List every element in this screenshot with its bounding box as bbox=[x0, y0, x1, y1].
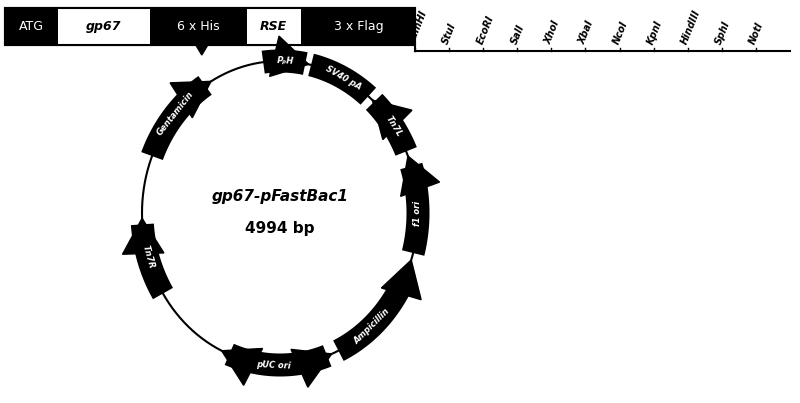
FancyBboxPatch shape bbox=[152, 9, 244, 44]
Polygon shape bbox=[131, 224, 173, 299]
Text: KpnI: KpnI bbox=[646, 19, 664, 46]
Polygon shape bbox=[122, 218, 164, 254]
Text: SalI: SalI bbox=[509, 23, 526, 46]
Text: 6 x His: 6 x His bbox=[177, 20, 219, 33]
Polygon shape bbox=[366, 94, 417, 156]
FancyBboxPatch shape bbox=[303, 9, 414, 44]
Polygon shape bbox=[333, 279, 412, 361]
Text: EcoRI: EcoRI bbox=[475, 14, 495, 46]
Text: SV40 pA: SV40 pA bbox=[324, 64, 363, 92]
Text: RSE: RSE bbox=[260, 20, 287, 33]
Text: 4994 bp: 4994 bp bbox=[246, 222, 314, 237]
Polygon shape bbox=[262, 50, 307, 75]
Text: Gentamicin: Gentamicin bbox=[156, 89, 196, 137]
Polygon shape bbox=[225, 344, 331, 376]
Polygon shape bbox=[400, 163, 430, 256]
Text: f1 ori: f1 ori bbox=[414, 200, 422, 226]
Text: pUC ori: pUC ori bbox=[257, 359, 291, 370]
Text: StuI: StuI bbox=[441, 22, 458, 46]
Text: ATG: ATG bbox=[18, 20, 43, 33]
Text: Ampicillin: Ampicillin bbox=[353, 306, 392, 345]
Polygon shape bbox=[196, 45, 208, 55]
FancyBboxPatch shape bbox=[6, 9, 56, 44]
Text: 3 x Flag: 3 x Flag bbox=[334, 20, 383, 33]
Text: Tn7L: Tn7L bbox=[384, 115, 404, 139]
Polygon shape bbox=[401, 156, 439, 196]
Polygon shape bbox=[382, 260, 421, 300]
Polygon shape bbox=[142, 76, 212, 160]
Text: PₚH: PₚH bbox=[278, 56, 294, 66]
Polygon shape bbox=[291, 349, 332, 387]
Polygon shape bbox=[372, 100, 412, 139]
FancyBboxPatch shape bbox=[246, 9, 301, 44]
Text: NotI: NotI bbox=[748, 21, 766, 46]
Text: gp67: gp67 bbox=[86, 20, 122, 33]
Polygon shape bbox=[222, 349, 262, 385]
Text: SphI: SphI bbox=[714, 19, 732, 46]
Text: BamHI: BamHI bbox=[406, 9, 430, 46]
Text: gp67-pFastBac1: gp67-pFastBac1 bbox=[211, 189, 349, 204]
FancyBboxPatch shape bbox=[5, 8, 415, 45]
Polygon shape bbox=[308, 54, 376, 105]
Text: Tn7R: Tn7R bbox=[141, 245, 155, 270]
Polygon shape bbox=[270, 36, 309, 77]
Text: HindIII: HindIII bbox=[679, 8, 702, 46]
Text: NcoI: NcoI bbox=[611, 20, 630, 46]
Text: XbaI: XbaI bbox=[577, 19, 596, 46]
FancyBboxPatch shape bbox=[58, 9, 150, 44]
Text: XhoI: XhoI bbox=[543, 19, 562, 46]
Polygon shape bbox=[170, 81, 211, 118]
